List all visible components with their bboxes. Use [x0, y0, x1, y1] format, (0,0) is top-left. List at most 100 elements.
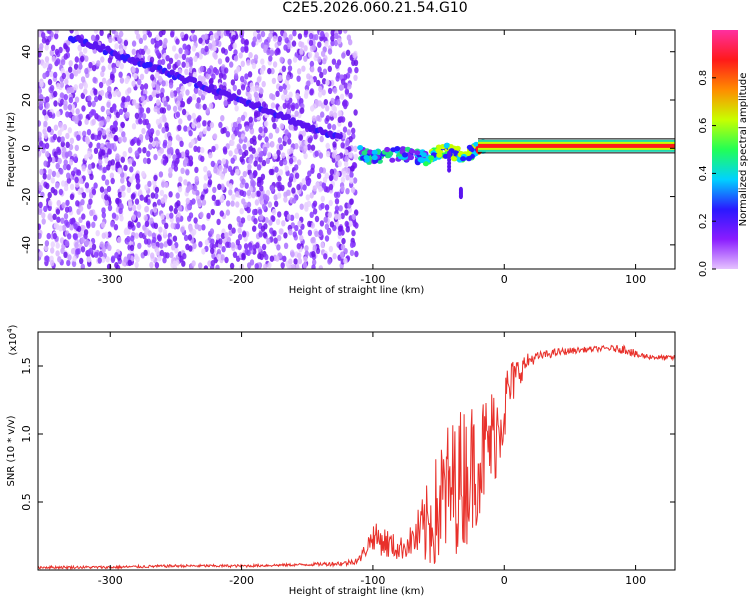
noise-dot [335, 62, 340, 69]
noise-dot [123, 164, 128, 172]
noise-dot [336, 191, 341, 198]
noise-dot [148, 94, 153, 102]
noise-dot [45, 38, 50, 46]
noise-dot [211, 252, 216, 260]
noise-dot [172, 105, 178, 113]
noise-dot [168, 135, 173, 142]
noise-dot [134, 232, 139, 239]
noise-dot [209, 34, 215, 41]
noise-dot [54, 30, 59, 34]
noise-dot [198, 241, 203, 248]
noise-dot [80, 237, 86, 244]
noise-dot [78, 83, 84, 90]
noise-dot [272, 230, 277, 237]
noise-dot [251, 62, 257, 70]
noise-dot [76, 225, 82, 233]
noise-dot [205, 73, 210, 80]
noise-dot [258, 151, 264, 158]
noise-dot [58, 188, 64, 196]
noise-dot [98, 159, 103, 166]
noise-dot [310, 144, 316, 151]
noise-dot [55, 162, 60, 170]
noise-dot [160, 213, 165, 220]
colorbar-tick-label: 0.0 [698, 261, 709, 277]
noise-dot [120, 121, 126, 129]
noise-dot [310, 222, 315, 229]
noise-dot [200, 147, 205, 154]
noise-dot [209, 228, 215, 235]
noise-dot [63, 100, 68, 107]
band-dot [357, 145, 364, 151]
noise-dot [244, 125, 250, 132]
noise-dot [324, 40, 329, 48]
noise-dot [326, 228, 332, 236]
noise-dot [47, 168, 53, 176]
noise-dot [230, 79, 236, 86]
noise-dot [38, 201, 43, 209]
noise-dot [287, 58, 292, 65]
noise-dot [150, 38, 155, 45]
noise-dot [176, 100, 181, 107]
noise-dot [316, 172, 322, 180]
noise-dot [323, 253, 328, 260]
noise-dot [66, 172, 71, 179]
noise-dot [228, 44, 233, 52]
noise-dot [240, 217, 246, 224]
noise-dot [256, 30, 261, 34]
noise-dot [89, 209, 94, 217]
noise-dot [219, 210, 224, 217]
noise-dot [120, 101, 125, 109]
noise-dot [91, 118, 96, 126]
noise-dot [100, 143, 105, 150]
noise-dot [288, 34, 293, 41]
noise-dot [38, 58, 41, 65]
noise-dot [54, 33, 59, 40]
noise-dot [119, 77, 125, 84]
noise-dot [263, 126, 268, 134]
noise-dot [38, 150, 42, 157]
noise-dot [99, 30, 104, 36]
noise-dot [340, 185, 345, 192]
noise-dot [136, 33, 141, 40]
noise-dot [353, 153, 359, 160]
noise-dot [297, 220, 302, 227]
noise-dot [109, 143, 115, 150]
noise-dot [85, 220, 91, 227]
noise-dot [155, 34, 160, 41]
noise-dot [61, 72, 66, 80]
band-dot [436, 152, 443, 158]
noise-dot [328, 174, 334, 182]
noise-dot [298, 40, 303, 48]
noise-dot [95, 230, 100, 237]
noise-dot [225, 209, 231, 216]
noise-dot [294, 102, 299, 110]
noise-dot [60, 59, 66, 66]
noise-dot [100, 70, 105, 78]
noise-dot [337, 225, 343, 232]
noise-dot [297, 68, 302, 75]
noise-dot [53, 71, 58, 79]
noise-dot [114, 252, 119, 259]
noise-dot [47, 191, 52, 199]
noise-dot [317, 41, 322, 48]
noise-dot [258, 231, 263, 238]
noise-dot [188, 212, 194, 219]
noise-dot [131, 214, 137, 221]
noise-dot [285, 94, 290, 101]
noise-dot [135, 183, 140, 190]
noise-dot [47, 30, 52, 35]
noise-dot [224, 256, 229, 264]
x-tick-label: -100 [360, 273, 385, 286]
noise-dot [248, 52, 253, 59]
noise-dot [107, 244, 112, 251]
noise-dot [68, 66, 73, 73]
noise-dot [81, 105, 86, 112]
y-tick-label: -40 [20, 236, 33, 254]
noise-dot [244, 39, 249, 46]
noise-dot [53, 90, 58, 98]
noise-dot [320, 111, 325, 118]
y-tick-label: 40 [20, 45, 33, 59]
noise-dot [291, 40, 297, 47]
noise-dot [65, 132, 70, 140]
noise-dot [139, 73, 145, 81]
